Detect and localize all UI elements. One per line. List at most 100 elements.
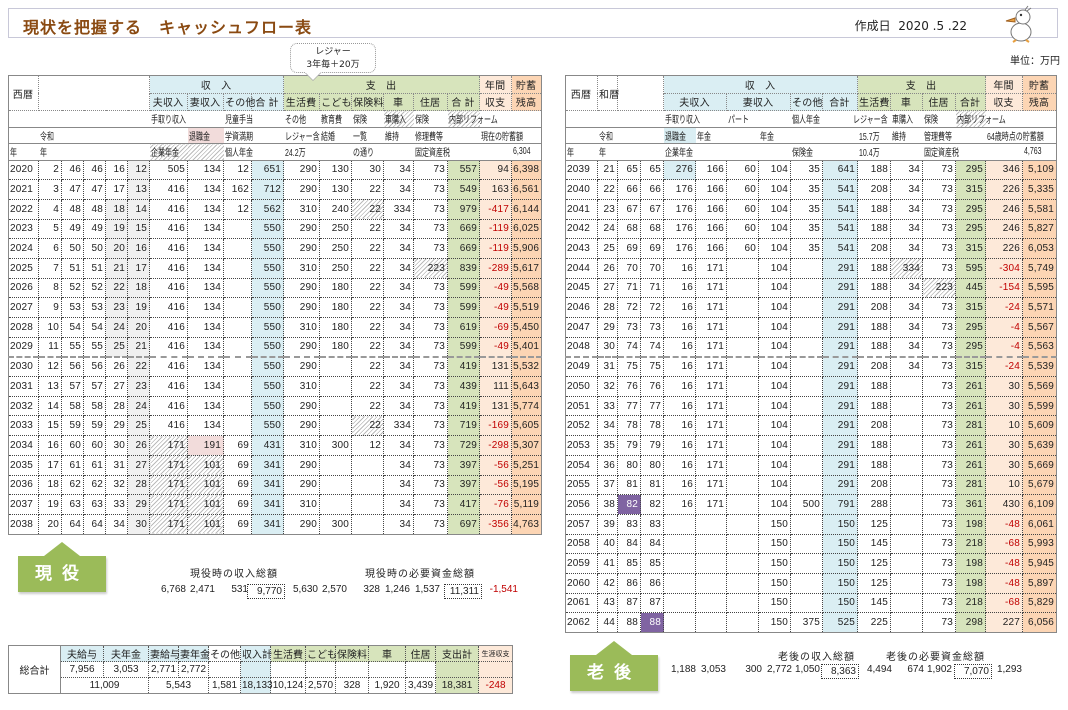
unit-label: 単位：万円 — [1010, 56, 1060, 67]
cell: 171 — [695, 415, 727, 437]
cell: 291 — [821, 356, 859, 378]
cell: 416 — [149, 179, 189, 200]
cell: 46 — [61, 159, 84, 181]
cell: 2023 — [8, 218, 39, 240]
cell: 171 — [695, 277, 727, 299]
table-row: 2052 34 78 78 16 171 104 291 208 73 281 10 5,609 — [565, 415, 1058, 437]
total-blank — [270, 661, 306, 678]
title-bar: 現状を把握する キャッシュフロー表 作成日 2020 .5 .22 — [8, 5, 1058, 43]
cell: 549 — [447, 179, 481, 200]
cell: -48 — [985, 553, 1024, 574]
cell: 73 — [922, 612, 957, 633]
note-cell — [187, 143, 224, 160]
note-cell — [618, 144, 641, 161]
cell: 550 — [251, 317, 285, 338]
cell — [223, 356, 253, 378]
note-text: その他 — [284, 115, 306, 127]
cell: 5,605 — [511, 415, 543, 437]
cell: 16 — [663, 257, 696, 279]
cell: 64 — [83, 513, 106, 535]
subheader-7: 合計 — [955, 92, 987, 111]
cell: 134 — [187, 317, 225, 338]
cell: 145 — [857, 592, 892, 614]
cell: 69 — [223, 513, 253, 535]
header-expense: 支 出 — [283, 75, 481, 94]
cell: 291 — [821, 415, 859, 437]
cell — [726, 297, 759, 318]
cell: 104 — [758, 297, 791, 318]
cell: 39 — [597, 513, 618, 535]
grand-total-label: 総合計 — [8, 645, 61, 694]
cell: 41 — [597, 553, 618, 574]
cell — [790, 454, 823, 476]
cell: 73 — [640, 317, 664, 338]
cell: 290 — [283, 395, 321, 417]
cell: 595 — [955, 257, 987, 279]
cell — [726, 612, 759, 633]
cell — [726, 592, 759, 614]
cell: 12 — [223, 198, 253, 220]
cell — [890, 592, 924, 614]
cell — [890, 474, 924, 496]
cell: 36 — [597, 454, 618, 476]
cell: 76 — [640, 376, 664, 397]
cell: 226 — [985, 238, 1024, 259]
cell: 16 — [126, 238, 151, 259]
cell: -48 — [985, 513, 1024, 535]
table-row: 2025 7 51 51 21 17 416 134 550 310 250 22 34 223 839 -2… — [8, 257, 543, 279]
cell: 226 — [985, 179, 1024, 200]
cell: 104 — [758, 494, 791, 515]
note-cell — [188, 111, 224, 128]
cell: 73 — [922, 553, 957, 574]
table-row: 2039 21 65 65 276 166 60 104 35 641 188 34 73 295 346 5… — [565, 159, 1058, 181]
table-row: 2036 18 62 62 32 28 171 101 69 341 290 34 73 397 -56 5,… — [8, 474, 543, 496]
cell: 62 — [83, 474, 106, 496]
cell — [890, 435, 924, 456]
cell: 30 — [985, 454, 1024, 476]
cell: 77 — [640, 395, 664, 417]
cell — [351, 513, 385, 535]
summary-value: 674 — [907, 664, 924, 675]
cell: 34 — [890, 179, 924, 200]
note-text: 4,763 — [1023, 146, 1042, 158]
total-header: 妻給与 — [148, 645, 180, 662]
cell: 5,119 — [511, 494, 543, 515]
cell: 2027 — [8, 297, 39, 318]
total-header: 夫年金 — [103, 645, 149, 662]
cell: 5,774 — [511, 395, 543, 417]
note-cell — [727, 144, 759, 161]
cell: 34 — [383, 435, 415, 456]
cell: 51 — [61, 257, 84, 279]
note-cell: 6,304 — [512, 144, 542, 161]
cell: 34 — [890, 159, 924, 181]
cell: 60 — [61, 435, 84, 456]
note-text: レジャー含 — [852, 115, 888, 127]
cell: 34 — [383, 513, 415, 535]
note-cell: 10.4万 — [858, 144, 891, 161]
note-cell — [641, 144, 664, 161]
cell: 5 — [38, 218, 62, 240]
cell: 839 — [447, 257, 481, 279]
cell: 30 — [126, 513, 151, 535]
header-expense: 支 出 — [857, 75, 987, 94]
cell: 2057 — [565, 513, 598, 535]
cell: 16 — [663, 297, 696, 318]
cell: 71 — [617, 277, 641, 299]
note-text: 内部リフォーム — [448, 115, 498, 127]
note-cell: の通り — [352, 144, 384, 161]
summary-value: 4,494 — [866, 664, 892, 675]
cell: 18 — [126, 277, 151, 299]
note-row: 令和 退職金 学資満期 レジャー含 結婚 一覧 維持 修理費等 現在の貯蓄額 — [8, 127, 542, 144]
note-cell — [62, 144, 84, 161]
cell: 6,109 — [1022, 494, 1058, 515]
cell: 180 — [319, 277, 353, 299]
badge-label: 老後 — [587, 663, 641, 683]
total-value: 7,956 — [60, 661, 104, 678]
cell: 240 — [319, 198, 353, 220]
header-annual-2: 収支 — [985, 92, 1024, 111]
cell: 261 — [955, 435, 987, 456]
note-cell: 24.2万 — [284, 144, 320, 161]
arrow-stem — [606, 651, 622, 657]
cell: 5,679 — [1022, 474, 1058, 496]
note-cell — [252, 111, 284, 128]
